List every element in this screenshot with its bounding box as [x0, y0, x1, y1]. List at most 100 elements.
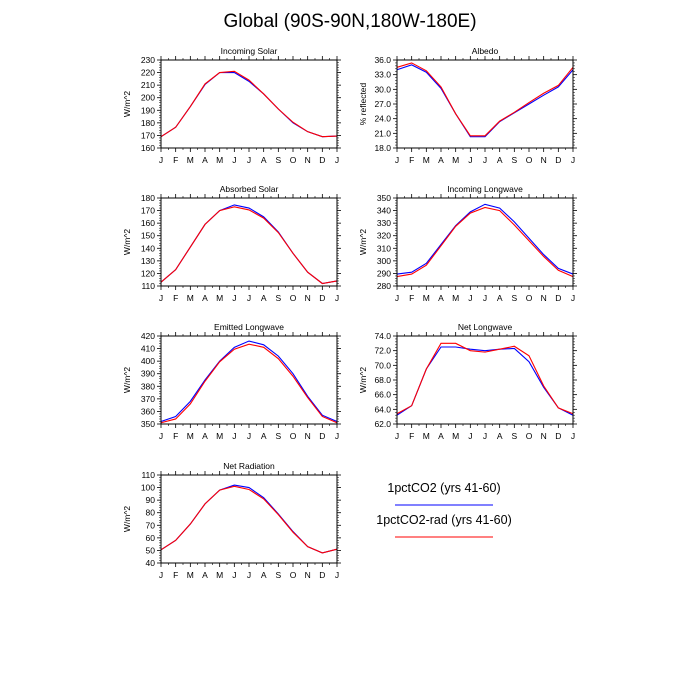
x-tick-label: J [335, 431, 339, 441]
x-tick-label: M [423, 293, 430, 303]
y-axis-label: W/m^2 [358, 367, 368, 393]
chart-panel-5: J F M A M J J A S O N D J350360370380390400410420Emi… [122, 322, 341, 441]
x-tick-label: J [247, 155, 251, 165]
y-tick-label: 100 [141, 483, 155, 493]
x-tick-label: S [275, 431, 281, 441]
y-tick-label: 150 [141, 231, 155, 241]
x-tick-label: D [319, 155, 325, 165]
x-tick-label: M [423, 431, 430, 441]
y-tick-label: 330 [377, 218, 391, 228]
x-tick-label: F [409, 431, 414, 441]
y-tick-label: 350 [141, 419, 155, 429]
x-tick-label: J [468, 155, 472, 165]
x-tick-label: N [305, 570, 311, 580]
x-tick-label: J [159, 293, 163, 303]
x-tick-label: D [319, 431, 325, 441]
x-tick-label: A [438, 431, 444, 441]
x-tick-label: D [555, 293, 561, 303]
y-tick-label: 70 [146, 520, 156, 530]
x-tick-label: D [319, 570, 325, 580]
x-tick-label: J [571, 293, 575, 303]
x-tick-label: O [526, 293, 533, 303]
series-line-red [396, 62, 574, 137]
y-tick-label: 220 [141, 68, 155, 78]
x-tick-label: M [187, 431, 194, 441]
y-tick-label: 62.0 [374, 419, 391, 429]
y-axis-label: W/m^2 [358, 229, 368, 255]
series-line-red [160, 485, 338, 554]
x-tick-label: F [173, 293, 178, 303]
y-tick-label: 350 [377, 193, 391, 203]
x-tick-label: M [187, 155, 194, 165]
y-tick-label: 120 [141, 268, 155, 278]
y-tick-label: 74.0 [374, 331, 391, 341]
x-tick-label: N [541, 293, 547, 303]
x-tick-label: M [216, 155, 223, 165]
series-line-blue [160, 340, 338, 423]
y-tick-label: 280 [377, 281, 391, 291]
x-tick-label: A [497, 293, 503, 303]
x-tick-label: J [335, 570, 339, 580]
legend-label: 1pctCO2 (yrs 41-60) [387, 481, 500, 495]
x-tick-label: J [232, 293, 236, 303]
y-tick-label: 130 [141, 256, 155, 266]
y-tick-label: 370 [141, 394, 155, 404]
y-tick-label: 27.0 [374, 99, 391, 109]
x-tick-label: J [247, 431, 251, 441]
y-tick-label: 420 [141, 331, 155, 341]
figure-title: Global (90S-90N,180W-180E) [223, 11, 477, 32]
x-tick-label: J [483, 431, 487, 441]
y-tick-label: 40 [146, 558, 156, 568]
x-tick-label: M [216, 431, 223, 441]
x-tick-label: M [216, 570, 223, 580]
plot-frame [396, 335, 574, 425]
x-tick-label: J [483, 293, 487, 303]
y-tick-label: 210 [141, 80, 155, 90]
x-tick-label: A [261, 431, 267, 441]
y-tick-label: 36.0 [374, 55, 391, 65]
x-tick-label: J [159, 431, 163, 441]
x-tick-label: S [511, 293, 517, 303]
series-line-blue [160, 484, 338, 554]
y-tick-label: 160 [141, 218, 155, 228]
x-tick-label: J [247, 293, 251, 303]
x-tick-label: F [173, 431, 178, 441]
y-tick-label: 70.0 [374, 360, 391, 370]
y-tick-label: 200 [141, 93, 155, 103]
x-tick-label: M [452, 431, 459, 441]
y-axis-label: W/m^2 [122, 91, 132, 117]
panel-title: Net Radiation [223, 461, 275, 471]
x-tick-label: M [216, 293, 223, 303]
chart-panel-1: J F M A M J J A S O N D J160170180190200210220230Inc… [122, 46, 341, 165]
y-tick-label: 68.0 [374, 375, 391, 385]
panel-title: Incoming Solar [221, 46, 278, 56]
y-tick-label: 80 [146, 508, 156, 518]
plot-frame [160, 197, 338, 287]
chart-panel-2: J F M A M J J A S O N D J18.021.024.027.030.033.036.… [358, 46, 577, 165]
y-tick-label: 390 [141, 369, 155, 379]
x-tick-label: O [290, 293, 297, 303]
y-axis-label: W/m^2 [122, 367, 132, 393]
x-tick-label: J [232, 431, 236, 441]
x-tick-label: J [159, 155, 163, 165]
y-axis-label: W/m^2 [122, 229, 132, 255]
y-tick-label: 24.0 [374, 114, 391, 124]
y-tick-label: 110 [141, 281, 155, 291]
y-tick-label: 33.0 [374, 70, 391, 80]
x-tick-label: N [541, 155, 547, 165]
chart-panel-4: J F M A M J J A S O N D J280290300310320330340350Inc… [358, 184, 577, 303]
x-tick-label: J [483, 155, 487, 165]
y-tick-label: 160 [141, 143, 155, 153]
x-tick-label: J [395, 293, 399, 303]
x-tick-label: S [275, 570, 281, 580]
y-tick-label: 72.0 [374, 346, 391, 356]
x-tick-label: J [395, 155, 399, 165]
x-tick-label: J [232, 570, 236, 580]
x-tick-label: J [395, 431, 399, 441]
series-line-blue [160, 72, 338, 138]
chart-panel-6: J F M A M J J A S O N D J62.064.066.068.070.072.074.… [358, 322, 577, 441]
plot-frame [396, 197, 574, 287]
panel-title: Emitted Longwave [214, 322, 284, 332]
